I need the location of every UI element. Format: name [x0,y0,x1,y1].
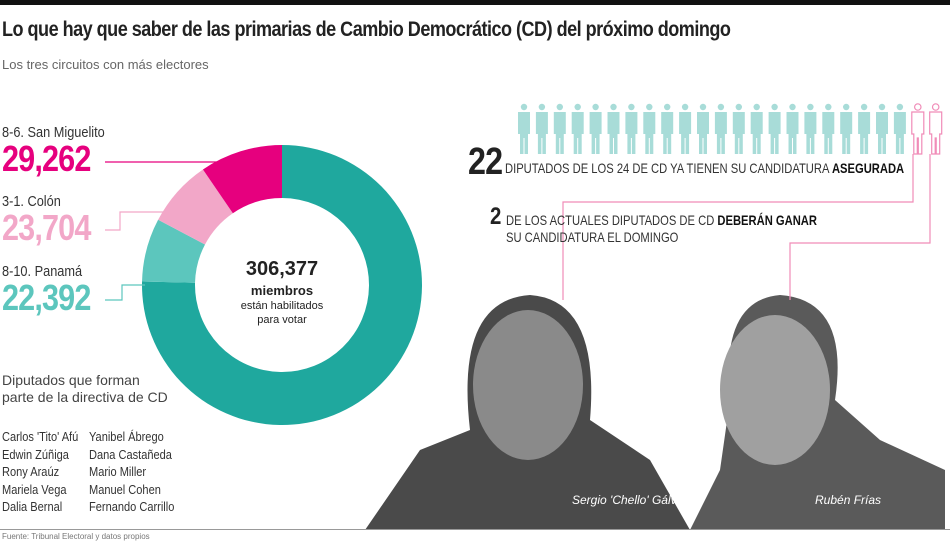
person-icon [858,103,871,154]
person-icon [786,103,799,154]
pending-person-icon [929,103,943,155]
person-icon [643,103,656,154]
face-shape [473,310,583,460]
name: Fernando Carrillo [89,499,175,514]
donut-slice [142,145,423,425]
name: Carlos 'Tito' Afú [2,429,79,444]
name: Rony Araúz [2,464,60,479]
slice-value: 29,262 [2,138,91,179]
photo-caption: Rubén Frías [815,493,882,507]
name: Mario Miller [89,464,147,479]
text: DE LOS ACTUALES DIPUTADOS DE CD [506,212,718,228]
name: Yanibel Ábrego [89,429,164,444]
person-icon [553,103,566,154]
person-icon [750,103,763,154]
person-icon [768,103,781,154]
top-bar [0,0,950,5]
total-note: para votar [257,314,307,326]
person-icon [679,103,692,154]
secured-count: 22 [468,141,503,183]
slice-label: 8-6. San Miguelito [2,124,105,141]
directiva-heading: Diputados que forman parte de la directi… [2,372,168,406]
text: DIPUTADOS DE LOS 24 DE CD YA TIENEN SU C… [505,160,832,176]
slice-value: 23,704 [2,207,91,248]
slice-label: 8-10. Panamá [2,263,83,280]
subtitle: Los tres circuitos con más electores [2,57,209,72]
donut-slice [142,219,206,283]
page-title: Lo que hay que saber de las primarias de… [2,18,731,41]
leader-line [105,211,165,231]
bold-text: DEBERÁN GANAR [717,212,817,228]
connector-line [562,154,914,300]
name: Dana Castañeda [89,446,172,462]
bold-text: ASEGURADA [831,160,905,176]
person-icon [840,103,853,154]
person-icon [661,103,674,154]
pending-person-icon [911,103,925,155]
name: Dalia Bernal [2,499,63,514]
photo-caption: Sergio 'Chello' Gálvez [572,493,690,507]
heading-line: parte de la directiva de CD [2,389,168,405]
names-col1: Carlos 'Tito' Afú Edwin Zúñiga Rony Araú… [2,428,78,516]
person-icon [571,103,584,154]
names-col2: Yanibel Ábrego Dana Castañeda Mario Mill… [89,428,174,516]
secured-statement: DIPUTADOS DE LOS 24 DE CD YA TIENEN SU C… [505,160,904,176]
face-shape [720,315,830,465]
connector-line [789,154,931,300]
person-icon [589,103,602,154]
pending-statement: DE LOS ACTUALES DIPUTADOS DE CD DEBERÁN … [506,212,817,228]
name: Edwin Zúñiga [2,446,69,462]
person-icon [822,103,835,154]
person-icon [804,103,817,154]
person-icon [714,103,727,154]
person-icon [893,103,906,154]
divider [0,529,950,530]
total-value: 306,377 [245,258,319,280]
pending-count: 2 [490,203,501,230]
name: Mariela Vega [2,481,67,497]
person-icon [518,103,530,154]
donut-slice [158,169,233,245]
total-note: están habilitados [240,300,324,312]
person-icon [535,103,548,154]
person-icon [732,103,745,154]
slice-label: 3-1. Colón [2,193,61,210]
heading-line: Diputados que forman [2,372,140,388]
person-icon [607,103,620,154]
person-icon [876,103,888,154]
total-unit: miembros [250,283,314,298]
person-icon [625,103,638,154]
slice-value: 22,392 [2,277,91,318]
pending-statement-2: SU CANDIDATURA EL DOMINGO [506,229,679,245]
source: Fuente: Tribunal Electoral y datos propi… [2,532,150,541]
name: Manuel Cohen [89,481,161,497]
person-icon [697,103,709,154]
leader-line [105,161,246,172]
leader-line [105,284,145,301]
